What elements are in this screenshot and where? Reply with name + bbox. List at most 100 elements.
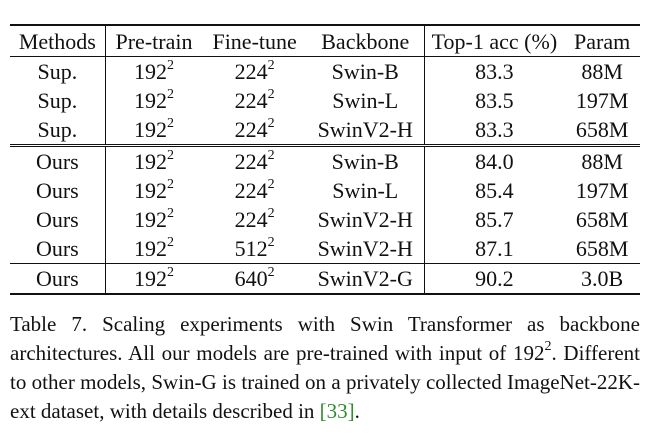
cell-backbone: SwinV2-G [306,263,425,295]
cell-param-value: 3.0B [581,266,624,291]
cell-method: Ours [10,234,106,264]
cell-finetune-value: 224 [234,117,268,142]
citation-link[interactable]: [33] [319,399,355,423]
cell-top1: 90.2 [424,263,565,295]
header-param: Param [564,24,640,57]
cell-param-value: 658M [575,117,629,142]
cell-finetune: 2242 [202,86,307,115]
cell-finetune-value: 224 [234,59,268,84]
cell-backbone-value: Swin-B [331,59,399,84]
cell-method: Ours [10,144,106,176]
results-table-container: Methods Pre-train Fine-tune Backbone Top… [10,24,640,295]
cell-top1-value: 85.7 [475,207,514,232]
header-pretrain: Pre-train [105,24,203,57]
cell-pretrain-exponent: 2 [166,86,174,102]
cell-backbone: Swin-L [306,86,425,115]
cell-param-value: 88M [581,149,623,174]
cell-pretrain: 1922 [105,234,202,264]
cell-backbone: SwinV2-H [306,205,425,234]
cell-finetune: 2242 [202,176,307,205]
cell-top1-value: 90.2 [475,266,514,291]
cell-backbone: SwinV2-H [306,234,425,264]
caption-text-before: Table 7. Scaling experiments with Swin T… [10,312,640,365]
cell-method: Sup. [10,56,106,86]
caption-text-after: . [354,399,360,423]
cell-method: Sup. [10,86,106,115]
cell-finetune-value: 512 [234,236,268,261]
cell-method: Ours [10,205,106,234]
cell-top1-value: 84.0 [475,149,514,174]
cell-method-value: Ours [35,236,79,261]
cell-method-value: Ours [35,266,79,291]
cell-backbone-value: SwinV2-H [317,207,413,232]
cell-pretrain-exponent: 2 [166,115,174,131]
cell-param: 3.0B [564,263,640,295]
header-finetune: Fine-tune [202,24,307,57]
cell-finetune-value: 224 [234,88,268,113]
cell-pretrain-exponent: 2 [166,234,174,250]
cell-finetune-value: 640 [234,266,268,291]
table-row: Ours 192 2 2242 Swin-B 84.0 88M [10,144,640,176]
cell-pretrain-value: 192 [133,149,167,174]
cell-pretrain-value: 192 [133,236,167,261]
cell-finetune-exponent: 2 [267,115,275,131]
cell-backbone: Swin-B [306,144,425,176]
cell-top1: 85.4 [424,176,564,205]
cell-finetune-value: 224 [234,149,268,174]
cell-param-value: 197M [575,178,629,203]
cell-pretrain: 1922 [105,263,203,295]
cell-finetune: 2242 [202,115,307,146]
cell-method: Ours [10,176,106,205]
cell-finetune-exponent: 2 [267,86,275,102]
cell-finetune: 2242 [202,144,307,176]
cell-param: 197M [564,176,640,205]
header-methods: Methods [10,24,106,57]
cell-param-value: 658M [575,207,629,232]
cell-param-value: 197M [575,88,629,113]
cell-backbone: SwinV2-H [306,115,425,146]
header-top1: Top-1 acc (%) [424,24,565,57]
cell-pretrain: 1922 [105,86,202,115]
cell-pretrain: 1922 [105,115,202,146]
caption-superscript: 2 [544,339,552,354]
cell-finetune-exponent: 2 [267,57,275,73]
cell-method-value: Ours [35,149,79,174]
table-row: Ours 1922 2242 SwinV2-H 85.7 658M [10,205,640,234]
cell-top1: 83.3 [424,115,564,146]
table-row: Ours 1922 6402 SwinV2-G 90.2 3.0B [10,263,640,295]
cell-pretrain: 1922 [105,57,202,87]
cell-top1-value: 85.4 [475,178,514,203]
table-row: Ours 1922 512 2 SwinV2-H 87.1 658M [10,234,640,264]
cell-param: 197M [564,86,640,115]
cell-param: 658M [564,234,640,264]
cell-pretrain-value: 192 [133,207,167,232]
cell-finetune: 2242 [202,57,307,87]
cell-finetune-exponent: 2 [267,264,275,280]
cell-pretrain-value: 192 [133,88,167,113]
cell-top1-value: 87.1 [475,236,514,261]
cell-pretrain: 1922 [105,205,202,234]
cell-top1: 84.0 [424,144,565,176]
cell-method: Ours [10,263,106,295]
table-row: Sup. 1922 2242 Swin-B 83.3 88M [10,56,640,87]
header-backbone: Backbone [306,24,425,57]
cell-pretrain-value: 192 [133,117,167,142]
cell-finetune: 2242 [202,205,307,234]
cell-method-value: Ours [35,207,79,232]
cell-backbone-value: Swin-B [331,149,399,174]
table-row: Sup. 1922 2242 Swin-L 83.5 197M [10,86,640,115]
cell-pretrain-exponent: 2 [166,205,174,221]
cell-pretrain-exponent: 2 [166,176,174,192]
table-row: Sup. 1922 2242 SwinV2-H 83.3 658M [10,115,640,146]
cell-top1: 85.7 [424,205,564,234]
cell-top1-value: 83.3 [475,59,514,84]
cell-method-value: Sup. [37,117,78,142]
cell-backbone: Swin-B [306,56,425,86]
cell-method: Sup. [10,115,106,146]
cell-top1: 83.5 [424,86,564,115]
cell-finetune-exponent: 2 [267,147,275,163]
table-body: Sup. 1922 2242 Swin-B 83.3 88M Sup. 1922 2242 Swi… [10,56,640,295]
cell-method-value: Sup. [37,88,78,113]
cell-pretrain-exponent: 2 [166,57,174,73]
cell-backbone-value: SwinV2-H [317,236,413,261]
